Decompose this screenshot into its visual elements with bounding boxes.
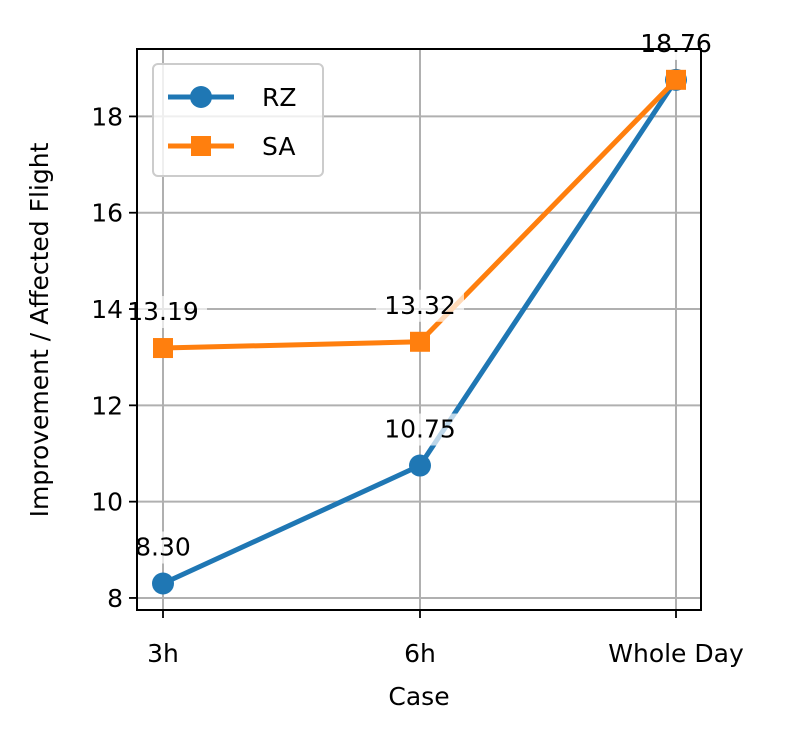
y-tick-label: 16	[91, 199, 123, 228]
x-tick-label: Whole Day	[608, 639, 744, 668]
y-tick-label: 8	[107, 584, 123, 613]
legend-marker-rz	[190, 86, 212, 108]
x-tick-label: 6h	[404, 639, 436, 668]
y-axis-label: Improvement / Affected Flight	[25, 142, 54, 517]
legend-marker-sa	[191, 136, 211, 156]
data-label-sa: 18.76	[640, 29, 712, 58]
y-tick-label: 18	[91, 102, 123, 131]
data-label-box	[127, 531, 199, 564]
data-label-sa: 13.32	[384, 291, 456, 320]
y-tick-label: 14	[91, 295, 123, 324]
data-label-box	[119, 296, 207, 329]
x-axis-label: Case	[388, 682, 449, 711]
marker-rz	[409, 454, 431, 477]
marker-sa	[666, 69, 686, 90]
legend-label-sa: SA	[262, 132, 295, 161]
marker-sa	[153, 338, 173, 359]
x-tick-label: 3h	[147, 639, 179, 668]
plot-frame	[136, 48, 702, 611]
data-label-rz: 10.75	[384, 415, 456, 444]
data-label-box	[376, 289, 464, 322]
data-label-rz: 8.30	[135, 533, 191, 562]
legend: RZ SA	[152, 63, 324, 177]
marker-rz	[152, 572, 174, 595]
data-label-box	[376, 413, 464, 446]
data-label-sa: 13.19	[127, 297, 199, 326]
y-tick-label: 10	[91, 488, 123, 517]
legend-label-rz: RZ	[262, 83, 297, 112]
marker-sa	[410, 331, 430, 352]
y-tick-label: 12	[91, 391, 123, 420]
data-label-box	[632, 27, 720, 60]
legend-box	[152, 63, 324, 177]
